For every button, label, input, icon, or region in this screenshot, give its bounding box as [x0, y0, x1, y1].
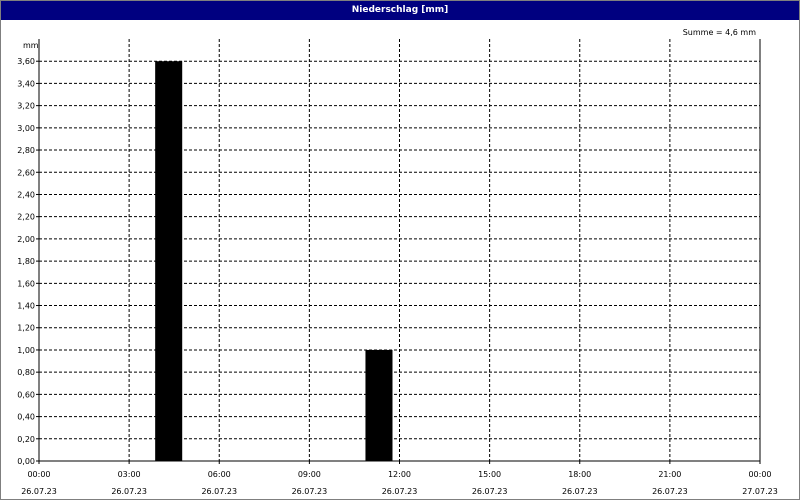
y-tick-label: 0,20 [17, 435, 35, 444]
x-tick-labels: 00:00 26.07.23 03:00 26.07.23 06:00 26.07.23 0… [21, 470, 778, 496]
x-tick-date-label: 26.07.23 [562, 487, 598, 496]
x-tick-time-label: 15:00 [478, 470, 501, 479]
x-tick-date-label: 26.07.23 [111, 487, 147, 496]
y-tick-label: 1,40 [17, 302, 35, 311]
axes [36, 39, 761, 464]
x-tick-date-label: 26.07.23 [382, 487, 418, 496]
y-tick-label: 1,80 [17, 257, 35, 266]
grid-lines [39, 39, 760, 461]
x-tick-time-label: 00:00 [27, 470, 50, 479]
y-tick-label: 2,80 [17, 146, 35, 155]
x-tick-time-label: 06:00 [208, 470, 231, 479]
y-tick-label: 2,20 [17, 213, 35, 222]
y-tick-label: 1,20 [17, 324, 35, 333]
x-tick-time-label: 12:00 [388, 470, 411, 479]
y-tick-label: 3,20 [17, 102, 35, 111]
y-tick-label: 0,40 [17, 413, 35, 422]
bar-series [155, 61, 393, 462]
chart-title: Niederschlag [mm] [1, 1, 799, 20]
y-tick-label: 2,00 [17, 235, 35, 244]
y-tick-label: 3,40 [17, 79, 35, 88]
precipitation-bar [155, 61, 183, 462]
x-tick-date-label: 26.07.23 [21, 487, 57, 496]
x-tick-date-label: 26.07.23 [201, 487, 237, 496]
precipitation-bar [365, 349, 393, 461]
y-tick-label: 0,80 [17, 368, 35, 377]
x-tick-time-label: 00:00 [748, 470, 771, 479]
y-tick-label: 3,60 [17, 57, 35, 66]
y-tick-label: 3,00 [17, 124, 35, 133]
x-tick-time-label: 03:00 [118, 470, 141, 479]
y-tick-label: 2,40 [17, 190, 35, 199]
y-tick-labels: 0,00 0,20 0,40 0,60 0,80 1,00 1,20 1,40 1,60 1,80… [17, 57, 35, 466]
y-tick-label: 1,00 [17, 346, 35, 355]
y-tick-label: 2,60 [17, 168, 35, 177]
x-tick-date-label: 27.07.23 [742, 487, 778, 496]
x-tick-time-label: 18:00 [568, 470, 591, 479]
y-tick-label: 0,60 [17, 390, 35, 399]
x-tick-date-label: 26.07.23 [472, 487, 508, 496]
x-tick-date-label: 26.07.23 [652, 487, 688, 496]
x-tick-time-label: 21:00 [658, 470, 681, 479]
sum-annotation: Summe = 4,6 mm [683, 28, 757, 37]
y-tick-label: 0,00 [17, 457, 35, 466]
y-axis-label: mm [23, 41, 39, 50]
x-tick-time-label: 09:00 [298, 470, 321, 479]
x-tick-date-label: 26.07.23 [292, 487, 328, 496]
y-tick-label: 1,60 [17, 279, 35, 288]
